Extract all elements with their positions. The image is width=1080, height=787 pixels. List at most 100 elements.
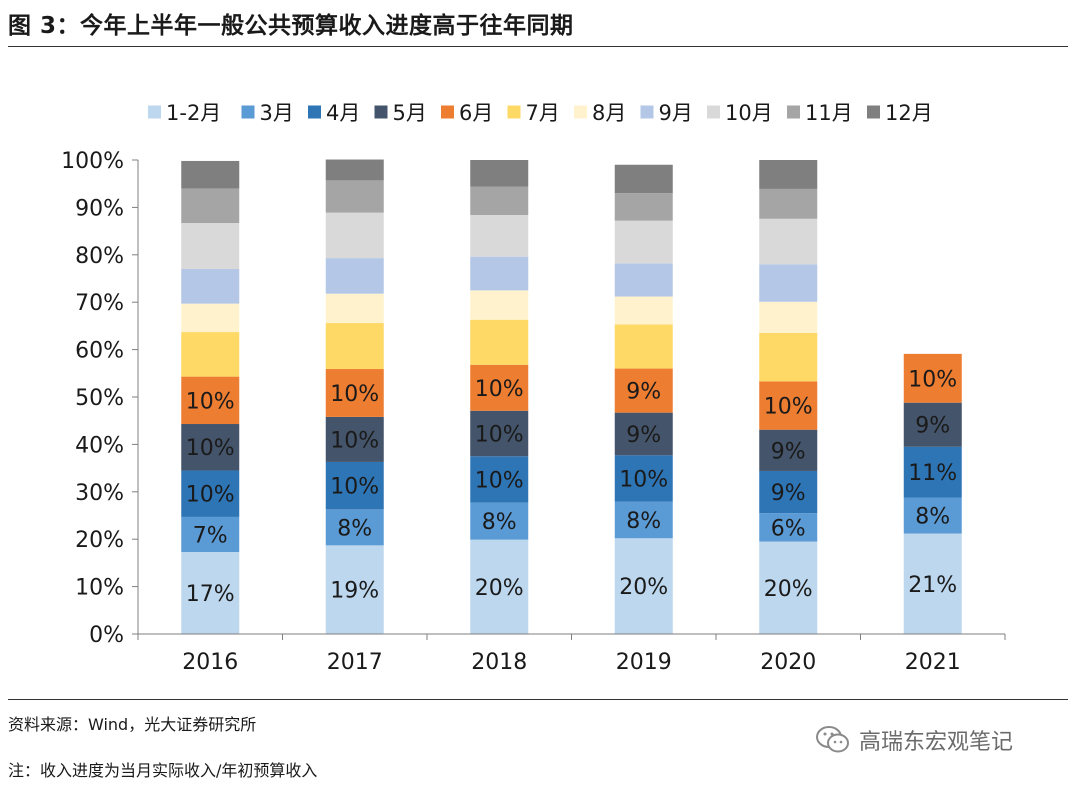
source-note: 资料来源：Wind，光大证券研究所 [8,715,257,734]
legend-label: 11月 [805,101,853,125]
legend-swatch [441,105,454,119]
data-label: 10% [764,395,813,420]
legend-label: 5月 [393,101,427,125]
data-label: 10% [475,422,524,447]
bar-segment [325,369,384,417]
data-label: 20% [619,575,668,600]
data-label: 10% [475,377,524,402]
y-tick-label: 20% [75,528,124,553]
bar-segment [181,269,240,304]
bar-segment [325,323,384,370]
legend-label: 9月 [659,101,693,125]
legend-label: 8月 [592,101,626,125]
data-label: 19% [330,579,379,604]
bar-segment [614,501,673,539]
data-label: 17% [186,582,235,607]
bar-segment [470,364,529,411]
wechat-brand: 高瑞东宏观笔记 [815,720,1013,760]
bar-segment [325,545,384,634]
data-label: 8% [626,509,661,534]
data-label: 10% [186,483,235,508]
bar-segment [181,160,240,189]
legend-swatch [787,105,800,119]
legend-label: 4月 [326,101,360,125]
bar-segment [759,429,818,471]
legend-swatch [640,105,654,119]
bar-segment [759,301,818,334]
x-tick-label: 2021 [905,650,961,675]
bar-segment [759,333,818,382]
bar-segment [470,290,529,320]
bar-segment [759,381,818,430]
bar-segment [181,551,240,634]
data-label: 9% [626,423,661,448]
bar-segment [759,541,818,634]
legend-swatch [241,105,255,119]
data-label: 9% [626,380,661,405]
data-label: 10% [186,389,235,414]
bar-segment [325,509,384,546]
data-label: 6% [771,516,806,541]
bar-segment [614,324,673,369]
legend-swatch [507,105,521,119]
data-label: 10% [330,382,379,407]
bar-segment [181,223,240,270]
legend-swatch [374,105,388,119]
chart-legend: 1-2月 3月 4月 5月 6月 7月 8月 9月 10月 11月 12月 [148,101,933,125]
bar-segment [614,455,673,502]
bar-segment [759,264,818,302]
bar-segment [759,218,818,265]
bar-segment [470,456,529,503]
bar-segment [903,402,962,447]
bar-segment [470,502,529,540]
bar-segment [181,470,240,517]
data-label: 10% [330,428,379,453]
bar-segment [181,332,240,377]
bar-segment [614,368,673,413]
bar-segment [759,188,818,219]
y-tick-label: 90% [75,196,124,221]
bar-segment [470,539,529,634]
data-label: 8% [915,505,950,530]
legend-label: 12月 [885,101,933,125]
x-tick-label: 2017 [327,650,383,675]
bar-segment [181,303,240,333]
y-tick-label: 50% [75,386,124,411]
data-label: 21% [908,573,957,598]
bar-segment [614,193,673,221]
legend-swatch [707,105,720,119]
data-label: 8% [482,510,517,535]
bar-segment [614,220,673,264]
data-label: 10% [186,436,235,461]
bar-segment [903,353,962,403]
y-tick-label: 40% [75,433,124,458]
data-label: 10% [475,468,524,493]
bar-segment [325,293,384,324]
data-label: 20% [764,577,813,602]
bar-segment [470,319,529,365]
y-tick-label: 30% [75,481,124,506]
legend-swatch [867,105,880,119]
y-tick-label: 60% [75,339,124,364]
legend-swatch [574,105,587,119]
legend-label: 6月 [459,101,493,125]
bar-segment [614,263,673,297]
legend-label: 3月 [260,101,294,125]
bar-segment [614,412,673,456]
y-tick-label: 100% [61,149,124,174]
brand-name: 高瑞东宏观笔记 [859,730,1014,755]
y-tick-label: 70% [75,291,124,316]
data-label: 8% [337,516,372,541]
bar-segment [903,533,962,634]
y-axis: 0% 10% 20% 30% 40% 50% 60% 70% 80% 90% 100% [61,149,139,648]
bar-segment [181,424,240,471]
legend-swatch [148,105,161,119]
bar-segment [325,212,384,259]
stacked-bar-chart: 1-2月 3月 4月 5月 6月 7月 8月 9月 10月 11月 12月 0% 10% 20% 30% 4… [61,101,1006,675]
data-label: 9% [915,414,950,439]
data-label: 11% [908,461,957,486]
bar-segment [470,410,529,457]
bar-segment [325,180,384,213]
bar-segment [903,446,962,498]
bar-segment [614,164,673,194]
